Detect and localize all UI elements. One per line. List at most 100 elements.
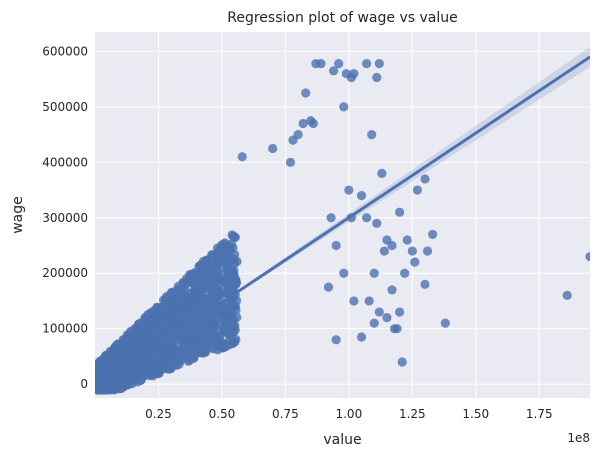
regression-line [95,55,590,389]
scatter-point [169,320,179,330]
scatter-point [372,72,382,83]
scatter-point [356,190,367,201]
scatter-point [207,321,218,332]
scatter-point [214,306,224,317]
scatter-point [339,268,349,278]
x-axis-scale-label: 1e8 [567,431,590,445]
scatter-point [217,339,228,349]
scatter-point [410,257,420,267]
scatter-point [176,307,187,317]
scatter-point [140,370,150,381]
scatter-point [440,318,450,328]
scatter-point [166,350,176,360]
scatter-point [422,246,433,256]
scatter-point [339,102,349,112]
scatter-point [193,303,203,313]
scatter-point [219,269,229,280]
scatter-point [213,251,223,261]
scatter-point [182,346,192,356]
y-tick-label: 600000 [42,44,88,58]
scatter-point [349,296,359,306]
scatter-point [186,270,196,280]
scatter-point [356,332,367,342]
y-tick-label: 100000 [42,322,88,336]
scatter-point [382,312,392,323]
scatter-point [102,366,112,377]
scatter-point [208,286,218,297]
x-tick-label: 0.50 [209,407,236,421]
scatter-point [208,274,218,284]
scatter-point [221,279,231,289]
scatter-point [113,339,123,349]
scatter-point [412,185,422,195]
scatter-point [207,314,217,324]
scatter-point [326,213,336,223]
scatter-point [308,118,318,129]
scatter-point [374,59,384,69]
scatter-point [120,378,130,389]
scatter-point [228,327,239,337]
scatter-point [285,157,296,167]
scatter-point [110,360,120,370]
scatter-point [201,261,211,271]
scatter-point [331,335,341,345]
scatter-point [175,331,185,341]
scatter-point [397,357,407,367]
scatter-point [197,274,207,284]
scatter-point [167,298,178,308]
scatter-point [121,350,131,360]
scatter-point [268,143,278,154]
scatter-point [156,319,166,329]
x-tick-label: 0.75 [272,407,299,421]
scatter-point [367,129,377,140]
scatter-point [231,295,242,306]
scatter-point [122,330,132,340]
scatter-point [377,168,387,179]
scatter-point [134,340,144,350]
scatter-point [173,354,183,364]
scatter-point [428,229,438,240]
scatter-point [382,235,392,245]
scatter-point [131,364,141,374]
scatter-point [229,315,239,325]
scatter-point [145,317,156,327]
scatter-point [177,314,187,324]
scatter-point [372,218,382,228]
scatter-point [173,346,183,356]
scatter-point [164,308,174,318]
clipped-plot-area [95,46,590,395]
scatter-point [108,385,118,395]
scatter-point [152,313,162,323]
scatter-point [369,318,379,328]
scatter-point [402,235,412,245]
scatter-point [298,118,308,129]
scatter-point [395,207,405,217]
scatter-point [349,68,359,79]
scatter-point [420,279,430,289]
x-axis-ticks: 0.25 0.50 0.75 1.00 1.25 1.50 1.75 [145,407,552,421]
x-tick-label: 1.75 [526,407,553,421]
scatter-point [197,285,207,295]
y-tick-label: 0 [80,377,88,391]
scatter-point [229,270,239,280]
scatter-point [229,232,240,242]
y-tick-label: 400000 [42,155,88,169]
scatter-point [374,307,384,317]
scatter-point [198,292,208,303]
scatter-point [379,246,389,256]
scatter-point [193,327,203,337]
y-tick-label: 300000 [42,211,88,225]
scatter-point [369,268,379,278]
x-axis-label: value [323,432,361,448]
scatter-point [154,328,164,338]
scatter-point [232,256,242,267]
scatter-point [420,174,430,184]
scatter-point [237,152,247,162]
scatter-point [585,251,590,262]
y-tick-label: 500000 [42,100,88,114]
scatter-point [176,294,186,304]
scatter-point [185,300,195,310]
scatter-point [395,307,405,317]
scatter-point [131,330,141,340]
